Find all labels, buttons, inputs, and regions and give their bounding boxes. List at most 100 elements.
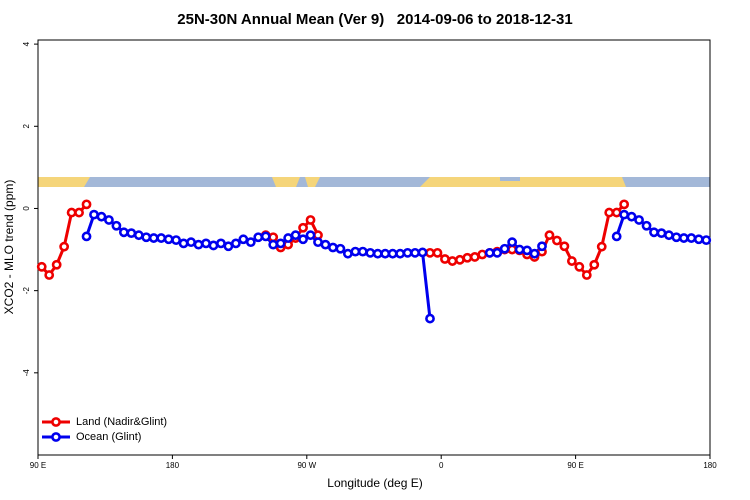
x-tick-label: 0 (439, 461, 444, 470)
data-point (126, 228, 137, 239)
data-point (66, 207, 77, 218)
x-axis-label: Longitude (deg E) (327, 476, 422, 490)
data-point (81, 199, 92, 210)
data-point (425, 247, 435, 258)
data-point (111, 220, 122, 231)
data-point (664, 230, 674, 241)
data-point (298, 234, 308, 245)
data-point (626, 211, 637, 222)
data-point (522, 245, 532, 256)
data-point (186, 237, 196, 248)
x-tick-label: 180 (166, 461, 180, 470)
data-point (328, 242, 338, 253)
data-point (305, 215, 316, 225)
legend: Land (Nadir&Glint) Ocean (Glint) (42, 416, 167, 443)
data-point (148, 233, 159, 243)
data-point (193, 239, 204, 250)
data-point (380, 248, 391, 259)
data-point (552, 235, 562, 246)
data-point (566, 256, 577, 266)
data-point (507, 237, 518, 248)
data-point (634, 215, 644, 225)
data-point (454, 254, 465, 265)
y-axis-label: XCO2 - MLO trend (ppm) (2, 180, 16, 315)
data-point (619, 199, 630, 210)
data-point (656, 228, 667, 239)
data-point (387, 248, 398, 259)
data-point (671, 232, 682, 243)
data-point (432, 247, 443, 258)
data-point (641, 220, 652, 231)
data-point (619, 209, 630, 220)
legend-marker (51, 432, 61, 442)
data-point (320, 239, 331, 250)
data-point (305, 230, 316, 241)
chart-title: 25N-30N Annual Mean (Ver 9) 2014-09-06 t… (177, 11, 572, 28)
plot-frame (37, 39, 711, 456)
data-point (604, 207, 615, 218)
x-tick-label: 90 E (30, 461, 46, 470)
data-point (238, 234, 249, 245)
data-point (417, 247, 428, 258)
data-point (402, 247, 413, 258)
data-point (537, 241, 547, 252)
data-point (574, 261, 585, 272)
data-point (484, 247, 495, 258)
data-point (589, 259, 600, 270)
x-tick-label: 180 (703, 461, 717, 470)
data-point (275, 238, 286, 249)
x-tick-label: 90 W (297, 461, 316, 470)
x-tick-label: 90 E (567, 461, 583, 470)
data-point (559, 241, 570, 252)
data-point (253, 232, 264, 243)
data-point (357, 246, 368, 257)
data-point (425, 313, 435, 324)
data-point (141, 232, 152, 243)
data-point (342, 248, 353, 259)
data-point (529, 248, 540, 259)
data-point (335, 243, 346, 254)
data-point (372, 248, 383, 259)
data-point (440, 254, 450, 264)
data-point (298, 222, 308, 233)
data-point (81, 231, 92, 242)
legend-label: Ocean (Glint) (76, 431, 141, 443)
data-point (245, 237, 256, 248)
data-point (223, 241, 234, 252)
series-line (40, 203, 626, 278)
data-point (201, 238, 211, 249)
data-point (596, 241, 607, 252)
data-point (96, 211, 107, 222)
data-point (290, 230, 301, 241)
data-point (395, 248, 406, 259)
data-point (268, 239, 279, 250)
data-point (163, 234, 174, 245)
data-point (410, 247, 420, 258)
data-point (701, 235, 712, 246)
data-point (693, 234, 704, 245)
data-point (611, 207, 622, 218)
map-strip (38, 177, 710, 187)
y-tick-label: 2 (22, 124, 31, 129)
data-point (156, 233, 167, 243)
legend-marker (51, 417, 61, 427)
data-point (544, 230, 555, 241)
data-point (118, 227, 129, 238)
data-point (499, 243, 510, 254)
data-point (74, 207, 84, 218)
data-point (260, 231, 271, 242)
data-point (89, 209, 99, 220)
data-point (230, 238, 241, 249)
data-point (59, 241, 70, 252)
data-point (51, 259, 62, 270)
data-point (611, 231, 622, 242)
data-point (350, 246, 361, 257)
data-point (171, 235, 182, 246)
data-point (178, 238, 189, 249)
y-tick-label: 0 (22, 206, 31, 211)
data-point (44, 270, 55, 280)
data-point (208, 240, 219, 251)
data-point (283, 233, 294, 243)
data-point (313, 237, 323, 248)
